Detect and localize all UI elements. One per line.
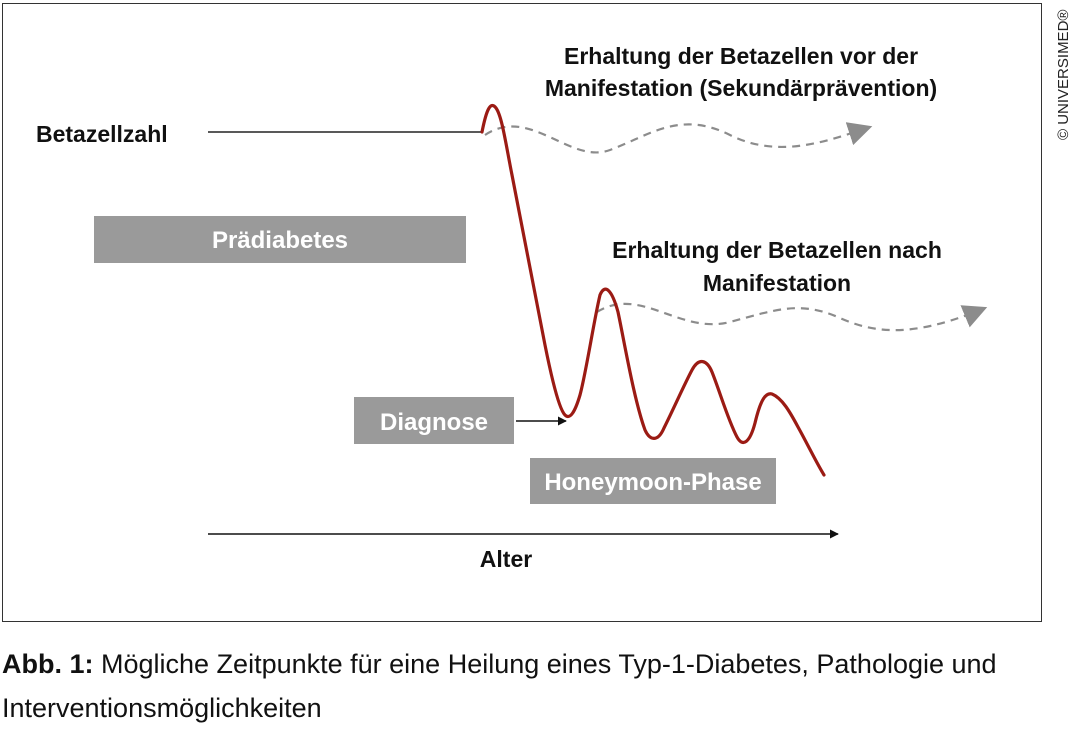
beta-cell-count-curve [480, 103, 826, 477]
prediabetes-label: Prädiabetes [212, 227, 348, 254]
x-axis-label: Alter [480, 546, 532, 572]
y-axis-label: Betazellzahl [36, 121, 168, 147]
dashed-preservation-after-path [596, 302, 988, 332]
caption-text: Mögliche Zeitpunkte für eine Heilung ein… [2, 649, 997, 723]
after-manifestation-label-line1: Erhaltung der Betazellen nach [612, 237, 942, 263]
figure-caption: Abb. 1: Mögliche Zeitpunkte für eine Hei… [2, 642, 1002, 730]
dashed-preservation-before-path [484, 122, 873, 154]
after-manifestation-label-line2: Manifestation [703, 270, 851, 296]
honeymoon-box [530, 458, 776, 504]
secondary-prevention-label-line2: Manifestation (Sekundärprävention) [545, 75, 937, 101]
caption-prefix: Abb. 1: [2, 649, 94, 679]
diagnose-box [354, 397, 514, 444]
figure-frame [2, 3, 1042, 622]
diagnose-label: Diagnose [380, 409, 488, 436]
secondary-prevention-label-line1: Erhaltung der Betazellen vor der [564, 43, 918, 69]
copyright-label: © UNIVERSIMED® [1055, 10, 1072, 140]
prediabetes-box [94, 216, 466, 263]
honeymoon-label: Honeymoon-Phase [544, 469, 761, 496]
